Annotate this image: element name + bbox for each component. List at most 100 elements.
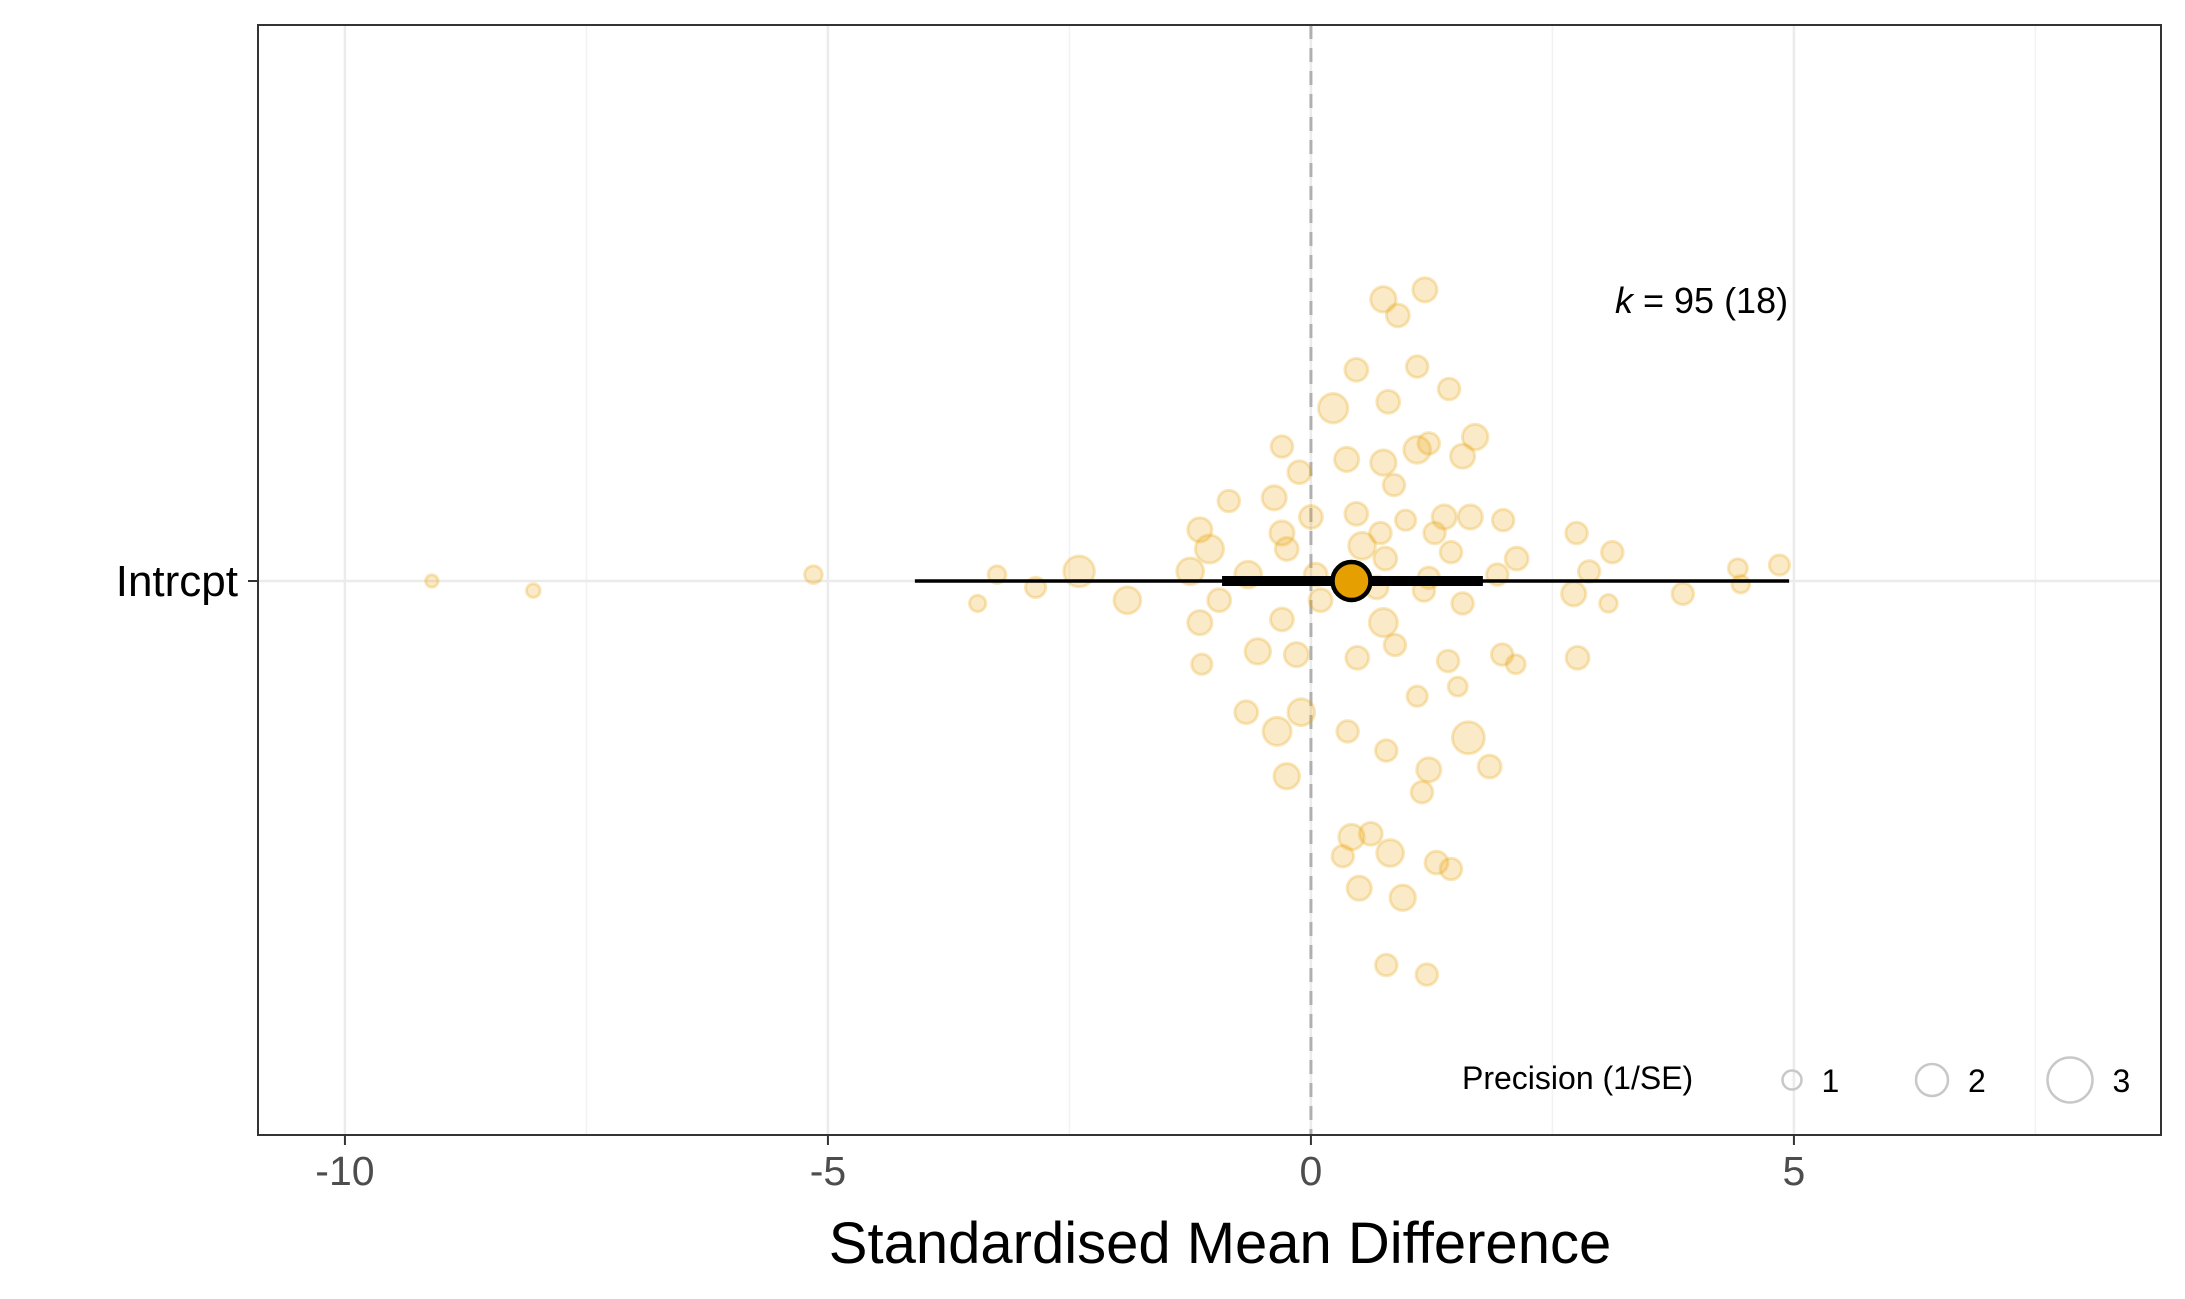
effect-size-point (1307, 587, 1334, 614)
effect-size-point (1489, 642, 1515, 667)
effect-size-point (1430, 503, 1458, 531)
effect-size-point (1344, 644, 1371, 671)
effect-size-point (1490, 507, 1516, 533)
effect-size-point (986, 564, 1008, 585)
effect-size-point (1438, 539, 1464, 565)
effect-size-point (1415, 756, 1443, 784)
effect-size-point (1372, 545, 1399, 572)
effect-size-point (1422, 520, 1447, 546)
effect-size-point (1272, 761, 1302, 791)
effect-size-point (1243, 637, 1273, 666)
x-tick-label: -5 (810, 1148, 846, 1194)
k-annotation-text: = 95 (18) (1633, 280, 1788, 321)
effect-size-point (1261, 715, 1293, 747)
effect-size-point (1369, 448, 1398, 477)
effect-size-point (1297, 504, 1324, 530)
effect-size-point (1436, 376, 1462, 402)
effect-size-points (424, 276, 1792, 987)
legend-key-circle (2046, 1056, 2094, 1104)
effect-size-point (1175, 556, 1206, 587)
effect-size-point (1564, 644, 1591, 671)
effect-size-point (1393, 508, 1418, 532)
effect-size-point (1414, 962, 1440, 987)
effect-size-point (1286, 459, 1313, 486)
effect-size-point (1564, 520, 1589, 546)
effect-size-point (1388, 883, 1417, 913)
effect-size-point (1767, 553, 1792, 577)
effect-size-point (803, 564, 824, 585)
effect-size-point (1357, 820, 1384, 847)
effect-size-point (1206, 587, 1233, 614)
effect-size-point (1450, 591, 1475, 616)
legend-key-label: 1 (1822, 1063, 1840, 1099)
effect-size-point (1190, 652, 1214, 676)
effect-size-point (1416, 431, 1442, 456)
effect-size-point (1448, 442, 1477, 470)
effect-size-point (1335, 719, 1360, 744)
effect-size-point (1423, 849, 1450, 876)
effect-size-point (1598, 593, 1619, 614)
effect-size-point (1409, 779, 1435, 805)
effect-size-point (1286, 697, 1317, 728)
effect-size-point (1062, 554, 1096, 589)
effect-size-point (1316, 392, 1350, 425)
effect-size-point (1186, 516, 1214, 544)
legend-key-circle (1914, 1062, 1950, 1098)
x-axis-title: Standardised Mean Difference (829, 1211, 1611, 1276)
effect-size-point (1268, 606, 1295, 633)
effect-size-point (1333, 445, 1361, 473)
effect-size-point (1112, 585, 1143, 616)
effect-size-point (1375, 838, 1406, 868)
effect-size-point (1368, 520, 1393, 546)
x-axis-ticks: -10 -5 0 5 (315, 1135, 1805, 1194)
legend-key-label: 2 (1968, 1063, 1986, 1099)
overall-estimate-point (1330, 559, 1373, 603)
effect-size-point (1600, 539, 1625, 565)
effect-size-point (1273, 536, 1300, 562)
effect-size-point (1404, 354, 1430, 379)
effect-size-point (1460, 422, 1490, 452)
effect-size-point (1369, 285, 1398, 314)
effect-size-point (967, 593, 988, 614)
effect-size-point (1503, 545, 1530, 572)
legend-key-label: 3 (2113, 1063, 2131, 1099)
y-axis: Intrcpt (116, 557, 258, 606)
effect-size-point (1347, 530, 1378, 561)
x-tick-label: 0 (1300, 1148, 1323, 1194)
effect-size-point (1343, 356, 1370, 383)
effect-size-point (1269, 434, 1295, 459)
effect-size-point (1381, 472, 1407, 498)
effect-size-point (1730, 573, 1752, 595)
x-tick-label: 5 (1783, 1148, 1806, 1194)
effect-size-point (1367, 607, 1399, 639)
k-annotation: k = 95 (18) (1615, 280, 1788, 321)
effect-size-point (1193, 533, 1226, 565)
effect-size-point (1726, 557, 1749, 580)
effect-size-point (1186, 609, 1214, 637)
effect-size-point (1456, 503, 1484, 531)
effect-size-point (1402, 434, 1433, 465)
effect-size-point (1670, 581, 1696, 607)
effect-size-point (1233, 699, 1260, 726)
legend-title: Precision (1/SE) (1462, 1060, 1693, 1096)
effect-size-point (1560, 580, 1588, 608)
x-tick-label: -10 (315, 1148, 374, 1194)
effect-size-point (1411, 276, 1439, 304)
effect-size-point (1216, 488, 1242, 514)
effect-size-point (1576, 559, 1602, 584)
effect-size-point (1476, 753, 1503, 780)
effect-size-point (1260, 484, 1288, 512)
effect-size-point (1343, 500, 1370, 527)
effect-size-point (524, 582, 542, 599)
effect-size-point (1373, 952, 1399, 978)
effect-size-point (1373, 738, 1399, 763)
effect-size-point (1405, 684, 1429, 708)
effect-size-point (1282, 641, 1311, 669)
effect-size-point (1446, 675, 1469, 698)
y-category-label: Intrcpt (116, 557, 238, 606)
effect-size-point (1337, 822, 1366, 852)
effect-size-point (1450, 720, 1486, 756)
k-annotation-italic: k (1615, 280, 1635, 321)
effect-size-point (424, 573, 440, 589)
